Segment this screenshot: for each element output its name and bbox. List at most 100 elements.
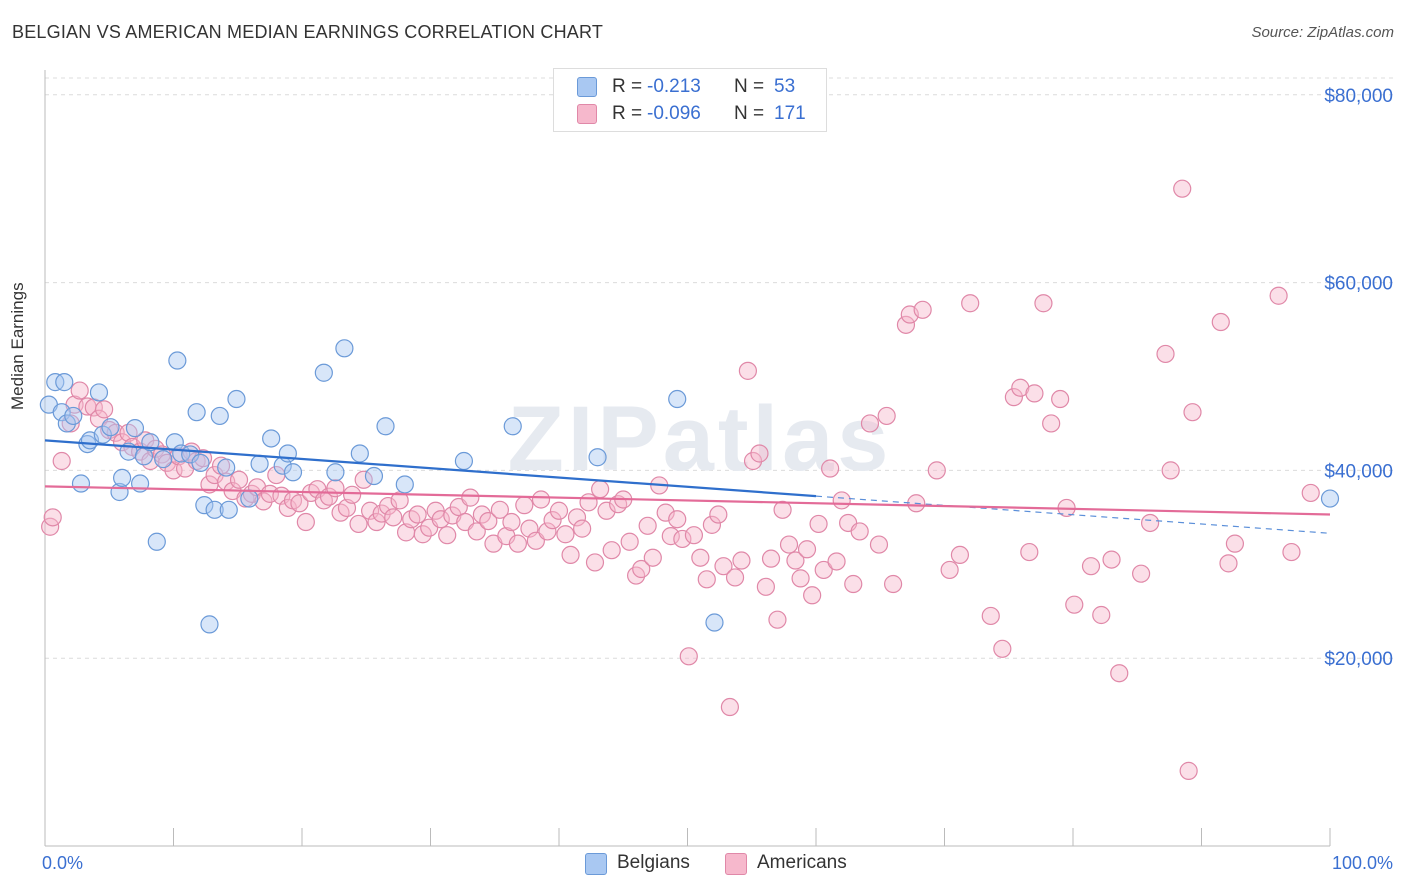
point-americans	[993, 639, 1012, 658]
chart-title: BELGIAN VS AMERICAN MEDIAN EARNINGS CORR…	[12, 22, 604, 42]
point-americans	[702, 515, 722, 534]
point-belgians	[112, 468, 132, 488]
point-americans	[877, 406, 896, 426]
point-americans	[661, 527, 680, 546]
n-value: 171	[774, 103, 806, 124]
point-americans	[940, 560, 959, 580]
point-americans	[515, 496, 534, 515]
point-americans	[254, 492, 273, 511]
point-americans	[1004, 388, 1023, 407]
point-belgians	[364, 466, 384, 486]
point-americans	[52, 451, 71, 471]
point-belgians	[210, 406, 229, 426]
point-americans	[832, 491, 851, 510]
point-americans	[372, 504, 391, 523]
point-americans	[883, 574, 903, 594]
n-value: 53	[774, 76, 796, 97]
point-americans	[732, 551, 751, 570]
point-americans	[361, 501, 380, 520]
y-tick-label: $40,000	[1324, 461, 1393, 482]
legend-swatch-americans	[725, 853, 747, 875]
point-belgians	[93, 425, 112, 444]
point-belgians	[240, 489, 259, 508]
y-tick-label: $60,000	[1324, 274, 1393, 295]
point-americans	[1051, 389, 1070, 409]
point-belgians	[1320, 489, 1340, 508]
point-belgians	[262, 429, 281, 448]
point-belgians	[705, 613, 724, 632]
point-americans	[549, 501, 569, 520]
point-americans	[1102, 550, 1121, 569]
point-americans	[869, 535, 889, 554]
point-americans	[1179, 761, 1198, 780]
point-americans	[556, 525, 575, 544]
point-belgians	[89, 383, 109, 402]
point-americans	[95, 400, 114, 419]
point-americans	[538, 522, 557, 541]
point-americans	[773, 500, 792, 519]
point-americans	[1225, 534, 1245, 553]
legend-label-belgians: Belgians	[617, 852, 690, 873]
point-americans	[490, 500, 509, 519]
point-americans	[803, 586, 822, 605]
point-americans	[643, 548, 662, 567]
point-americans	[543, 511, 562, 530]
point-americans	[479, 511, 498, 531]
point-belgians	[376, 417, 395, 436]
legend-row-belgians: R = -0.213 N = 53	[554, 74, 826, 100]
point-americans	[850, 522, 869, 541]
point-americans	[591, 480, 610, 499]
point-americans	[756, 577, 775, 596]
point-belgians	[588, 448, 607, 467]
point-americans	[743, 451, 763, 471]
point-americans	[725, 568, 745, 587]
point-americans	[927, 461, 946, 480]
point-americans	[296, 512, 315, 532]
point-americans	[697, 570, 716, 589]
point-americans	[779, 535, 799, 554]
trend-line-americans	[44, 485, 1331, 516]
point-americans	[714, 557, 733, 576]
point-belgians	[195, 496, 214, 515]
point-americans	[438, 526, 457, 545]
point-americans	[384, 508, 403, 527]
x-tick-label: 100.0%	[1332, 853, 1393, 873]
point-belgians	[64, 406, 83, 426]
point-americans	[508, 534, 527, 553]
point-americans	[1110, 664, 1129, 683]
tick-labels: $20,000 $40,000 $60,000 $80,000 0.0% 100.0%	[42, 86, 1393, 873]
point-americans	[579, 493, 598, 512]
point-americans	[638, 516, 657, 535]
point-americans	[913, 300, 932, 319]
point-belgians	[219, 500, 238, 519]
point-belgians	[71, 474, 91, 493]
point-americans	[70, 381, 89, 400]
point-americans	[709, 505, 728, 524]
point-americans	[502, 512, 521, 532]
point-americans	[164, 461, 183, 480]
point-belgians	[250, 454, 269, 473]
point-americans	[290, 494, 309, 513]
point-americans	[768, 610, 787, 629]
point-americans	[827, 552, 846, 571]
n-label: N =	[734, 103, 765, 124]
correlation-legend: R = -0.213 N = 53 R = -0.096 N = 171	[553, 68, 827, 132]
point-americans	[691, 548, 710, 567]
point-americans	[809, 514, 828, 534]
point-belgians	[668, 389, 687, 409]
point-belgians	[147, 532, 166, 551]
point-americans	[950, 545, 970, 565]
point-americans	[1301, 483, 1320, 503]
point-americans	[720, 697, 740, 717]
point-belgians	[503, 417, 522, 436]
r-label: R =	[612, 76, 643, 97]
point-belgians	[335, 339, 354, 358]
point-belgians	[141, 433, 160, 452]
point-americans	[585, 553, 605, 572]
point-belgians	[191, 453, 210, 472]
point-americans	[738, 361, 757, 380]
point-belgians	[283, 463, 303, 482]
point-americans	[1173, 179, 1192, 198]
point-americans	[597, 501, 616, 520]
